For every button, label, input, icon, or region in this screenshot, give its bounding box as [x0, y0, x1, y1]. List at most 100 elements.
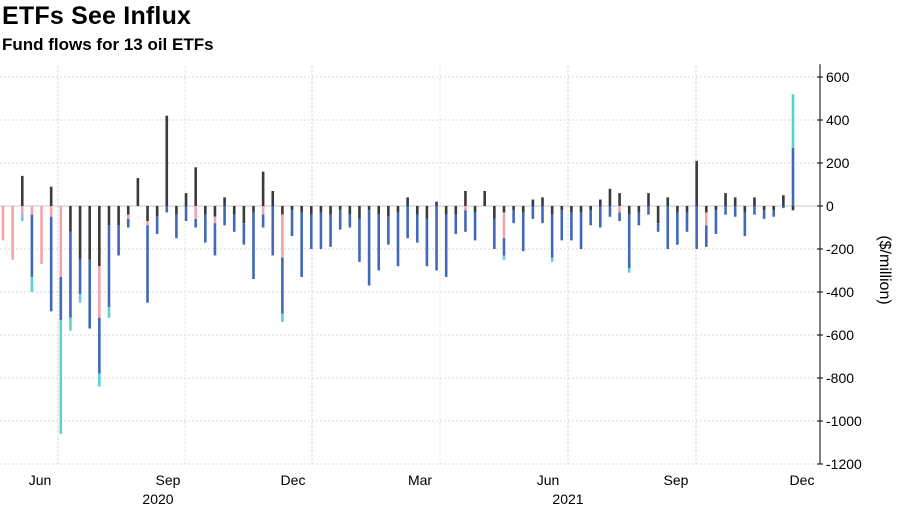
bar-segment [483, 190, 487, 206]
bar-segment [415, 214, 419, 243]
bar-segment [11, 206, 14, 260]
bar-segment [126, 218, 130, 228]
bar-segment [175, 214, 178, 239]
bar-segment [98, 206, 101, 267]
bar-segment [704, 225, 708, 247]
bar-segment [126, 214, 130, 219]
bar-segment [175, 206, 178, 215]
bar-segment [656, 223, 660, 232]
bar-segment [733, 206, 737, 217]
bar-segment [695, 206, 698, 249]
bar-segment [377, 214, 381, 271]
x-month-label: Sep [156, 472, 181, 488]
bar-segment [387, 216, 390, 245]
bar-segment [762, 210, 766, 219]
bar-segment [252, 206, 255, 213]
bar-segment [338, 210, 342, 230]
bar-segment [107, 307, 111, 318]
bar-segment [319, 212, 323, 249]
bar-segment [78, 206, 82, 260]
bar-segment [714, 210, 718, 234]
bar-segment [281, 257, 284, 314]
y-tick-label: 200 [826, 155, 850, 171]
bar-segment [367, 206, 371, 211]
bar-segment [570, 212, 573, 241]
bar-segment [358, 206, 361, 219]
bar-segment [309, 206, 313, 215]
bar-segment [627, 268, 631, 273]
bar-segment [261, 206, 265, 215]
grid-lines [0, 66, 820, 465]
bar-segment [329, 214, 332, 247]
bar-segment [647, 206, 650, 215]
bar-segment [78, 259, 82, 295]
bar-segment [512, 210, 515, 224]
bar-segment [743, 212, 747, 237]
bar-segment [637, 206, 641, 213]
chart-title: ETFs See Influx [2, 2, 192, 30]
bar-segment [117, 206, 120, 226]
bar-segment [541, 197, 544, 206]
bar-segment [589, 206, 592, 211]
y-tick-label: 0 [826, 198, 834, 214]
bar-segment [88, 206, 92, 260]
bar-segment [502, 206, 506, 213]
bar-segment [435, 206, 438, 271]
bar-segment [59, 276, 63, 320]
y-tick-label: 600 [826, 69, 850, 85]
bar-segment [676, 212, 679, 245]
bar-segment [223, 197, 226, 206]
bar-segment [493, 206, 496, 219]
bar-segment [146, 206, 149, 222]
bar-segment [406, 206, 409, 239]
bar-segment [20, 175, 24, 206]
bar-segment [20, 206, 24, 215]
bar-segment [146, 225, 149, 303]
bar-segment [502, 238, 506, 256]
y-axis: 600 400 200 0 -200 -400 -600 -800 -1000 -1200 [817, 64, 862, 472]
bar-segment [695, 160, 698, 206]
bar-segment [772, 210, 776, 217]
bar-segment [753, 206, 756, 215]
bar-segment [396, 212, 400, 267]
x-month-label: Sep [664, 472, 689, 488]
bar-segment [213, 223, 217, 256]
x-month-label: Dec [281, 472, 306, 488]
bar-segment [261, 171, 265, 206]
bar-segment [107, 206, 111, 226]
bar-segment [155, 216, 159, 234]
bar-segment [165, 115, 169, 206]
bar-segment [40, 206, 43, 265]
bar-segment [570, 206, 573, 213]
bar-segment [550, 206, 554, 215]
bar-segment [49, 186, 53, 206]
y-tick-label: -800 [826, 370, 854, 386]
bar-segment [618, 206, 621, 213]
bar-segment [319, 206, 323, 213]
bar-segment [512, 206, 515, 211]
bar-segment [59, 206, 63, 277]
x-month-label: Jun [537, 472, 560, 488]
bar-segment [155, 206, 159, 217]
bar-segment [184, 193, 188, 206]
bar-segment [30, 206, 34, 215]
bar-segment [425, 218, 429, 267]
bar-segment [656, 206, 660, 224]
bar-segment [550, 214, 554, 258]
bar-segment [685, 206, 689, 213]
bar-segment [579, 212, 583, 249]
bar-segment [521, 212, 525, 252]
bar-segment [281, 214, 284, 258]
bar-segment [281, 206, 284, 215]
bar-segment [589, 210, 592, 226]
bar-segment [541, 206, 544, 224]
x-axis: Jun Sep Dec Mar Jun Sep Dec 2020 2021 [29, 472, 815, 507]
bar-segment [473, 212, 477, 241]
bar-segment [78, 294, 82, 303]
bar-segment [791, 147, 795, 206]
bar-segment [550, 257, 554, 262]
bar-segment [204, 214, 207, 243]
bar-segment [88, 259, 92, 329]
bar-segment [704, 206, 708, 213]
